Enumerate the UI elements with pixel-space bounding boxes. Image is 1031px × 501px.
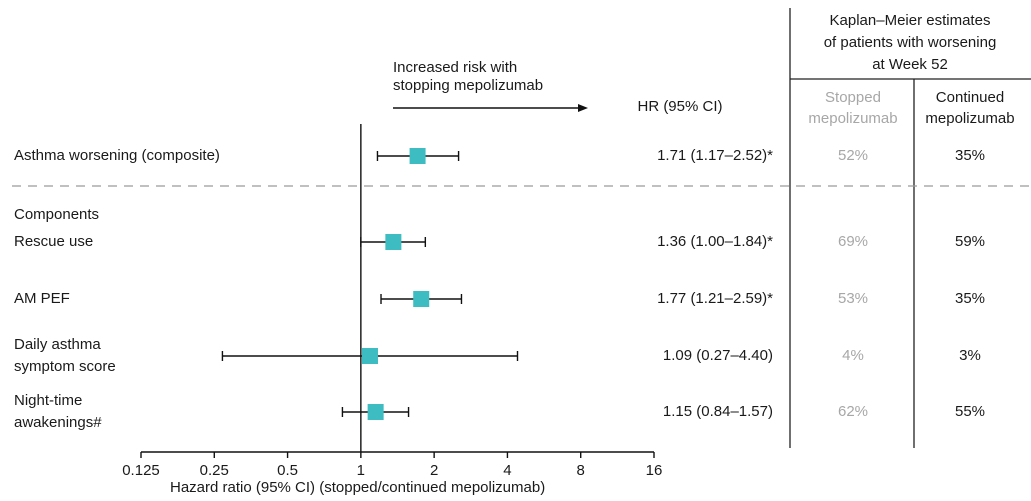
arrow-annotation-line-2: stopping mepolizumab [393, 77, 544, 94]
stopped-percent: 4% [842, 347, 864, 364]
arrow-head [578, 104, 588, 112]
arrow-annotation-line-1: Increased risk with [393, 59, 518, 76]
km-header-line-3: at Week 52 [872, 56, 948, 73]
continued-percent: 3% [959, 347, 981, 364]
km-header-line-2: of patients with worsening [823, 34, 997, 51]
x-tick-label: 0.25 [200, 462, 229, 479]
section-label-components: Components [14, 206, 100, 223]
row-label: awakenings# [14, 414, 102, 431]
col-continued-header-1: Continued [935, 89, 1005, 106]
row-label: symptom score [14, 358, 116, 375]
continued-percent: 35% [954, 147, 986, 164]
x-tick-label: 16 [646, 462, 663, 479]
row-label: Daily asthma [14, 336, 101, 353]
x-tick-label: 2 [430, 462, 438, 479]
x-tick-label: 0.125 [122, 462, 160, 479]
continued-percent: 35% [954, 290, 986, 307]
hr-point-marker [367, 404, 384, 420]
x-tick-label: 1 [357, 462, 365, 479]
row-label: AM PEF [14, 290, 70, 307]
col-continued-header-2: mepolizumab [925, 110, 1015, 127]
hr-value: 1.36 (1.00–1.84)* [657, 233, 773, 250]
row-label: Rescue use [14, 233, 94, 250]
x-axis-label: Hazard ratio (95% CI) (stopped/continued… [170, 479, 546, 496]
stopped-percent: 62% [837, 403, 869, 420]
col-stopped-header-2: mepolizumab [808, 110, 898, 127]
x-tick-label: 0.5 [277, 462, 298, 479]
hr-point-marker [413, 291, 430, 307]
x-tick-label: 4 [503, 462, 511, 479]
col-stopped-header-1: Stopped [825, 89, 881, 106]
stopped-percent: 69% [837, 233, 869, 250]
hr-column-header: HR (95% CI) [637, 98, 723, 115]
hr-point-marker [385, 234, 402, 250]
continued-percent: 59% [954, 233, 986, 250]
hr-value: 1.09 (0.27–4.40) [662, 347, 773, 364]
hr-value: 1.15 (0.84–1.57) [662, 403, 773, 420]
continued-percent: 55% [954, 403, 986, 420]
hr-value: 1.77 (1.21–2.59)* [657, 290, 773, 307]
stopped-percent: 53% [837, 290, 869, 307]
hr-point-marker [409, 148, 426, 164]
row-label: Asthma worsening (composite) [14, 147, 220, 164]
hr-value: 1.71 (1.17–2.52)* [657, 147, 773, 164]
stopped-percent: 52% [837, 147, 869, 164]
km-header-line-1: Kaplan–Meier estimates [829, 12, 991, 29]
x-tick-label: 8 [577, 462, 585, 479]
hr-point-marker [361, 348, 378, 364]
row-label: Night-time [14, 392, 83, 409]
